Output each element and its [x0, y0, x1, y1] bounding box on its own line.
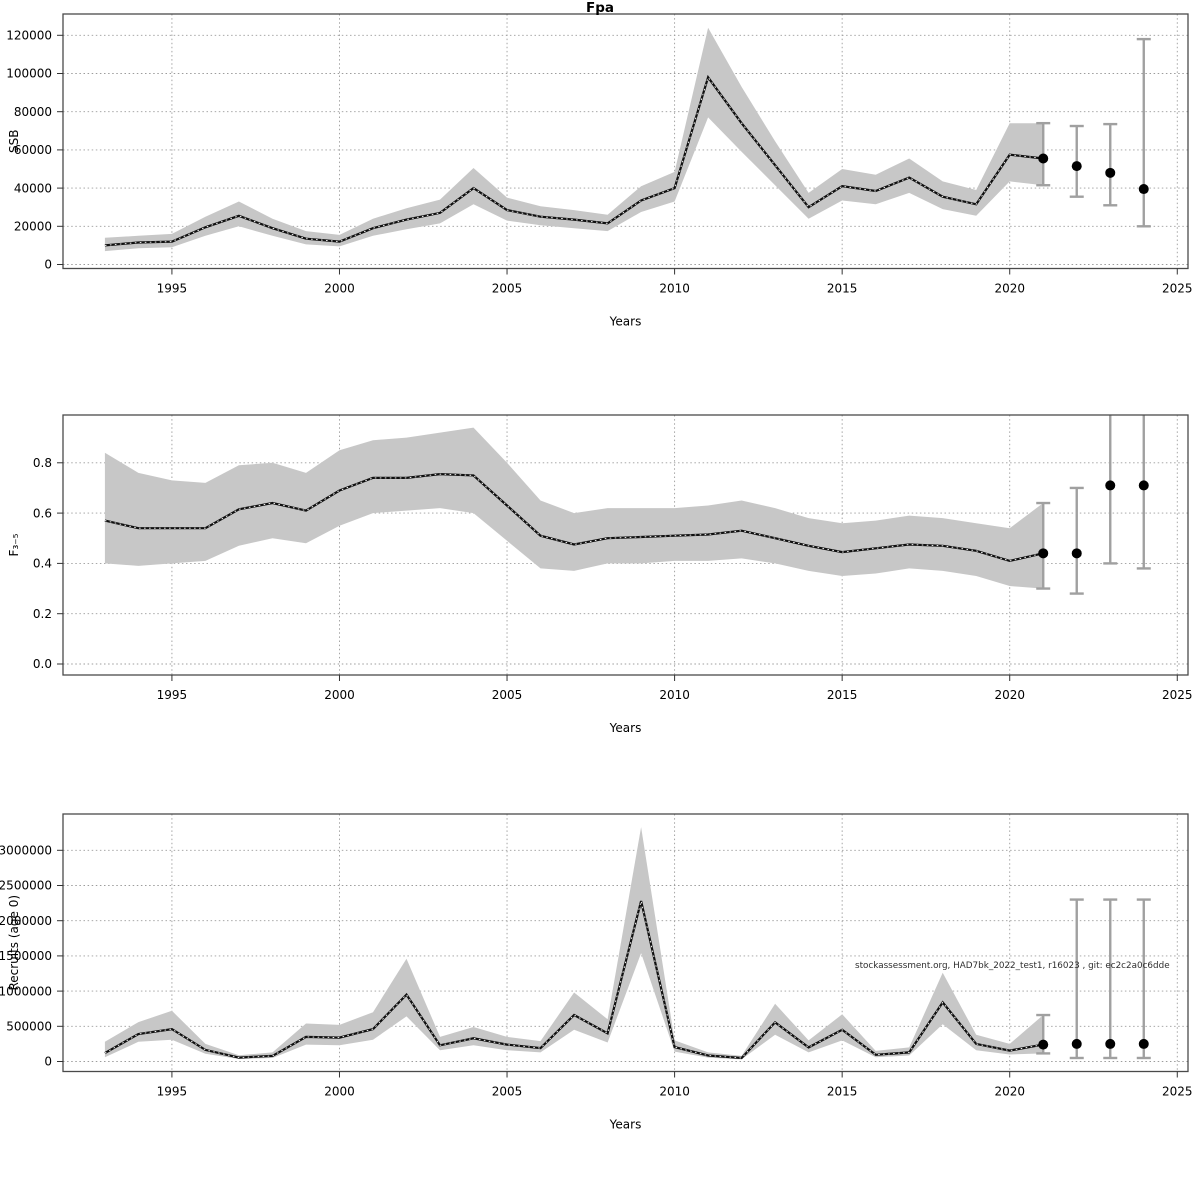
- fbar-ytick-label: 0.8: [33, 456, 52, 470]
- recruits-forecast-dot: [1071, 1038, 1082, 1049]
- ssb-ytick-label: 40000: [14, 181, 52, 195]
- recruits-forecast: [1036, 898, 1151, 1060]
- recruits-ci-ribbon: [104, 827, 1044, 1060]
- fbar-forecast: [1036, 415, 1151, 595]
- fbar-xtick-label: 2010: [659, 688, 690, 702]
- fbar-xtick-label: 2005: [492, 688, 523, 702]
- fbar-ytick-label: 0.4: [33, 557, 52, 571]
- recruits-ytick-label: 500000: [6, 1020, 52, 1034]
- recruits-frame: [62, 813, 1189, 1073]
- ssb-xtick-label: 2010: [659, 282, 690, 296]
- watermark-text: stockassessment.org, HAD7bk_2022_test1, …: [855, 961, 1170, 971]
- ssb-xtick-label: 2025: [1162, 282, 1193, 296]
- recruits-xtick-label: 2015: [827, 1085, 858, 1099]
- fbar-forecast-dot: [1138, 480, 1149, 491]
- ssb-ytick-label: 120000: [6, 28, 52, 42]
- recruits-ytick-label: 2000000: [0, 914, 52, 928]
- fbar-xtick-label: 2020: [994, 688, 1025, 702]
- fbar-xtick-label: 2000: [324, 688, 355, 702]
- recruits-xtick-label: 2025: [1162, 1085, 1193, 1099]
- fbar-forecast-dot: [1038, 548, 1049, 559]
- fbar-panel: 0.0 0.2 0.4 0.6 0.8 1995 2000 2005 2010 2015 2020 2…: [7, 414, 1193, 735]
- recruits-ytick-label: 1500000: [0, 949, 52, 963]
- ssb-ytick-label: 20000: [14, 219, 52, 233]
- fbar-forecast-dot: [1105, 480, 1116, 491]
- ssb-ytick-label: 80000: [14, 105, 52, 119]
- ssb-forecast: [1036, 37, 1151, 228]
- ssb-xtick-label: 2020: [994, 282, 1025, 296]
- fbar-ytick-label: 0.6: [33, 506, 52, 520]
- ssb-forecast-dot: [1138, 184, 1149, 195]
- recruits-xtick-label: 1995: [157, 1085, 188, 1099]
- fbar-y-axis-label: F₃₋₅: [7, 533, 21, 556]
- fbar-ytick-label: 0.2: [33, 607, 52, 621]
- ssb-median-line: [104, 74, 1044, 247]
- recruits-xtick-label: 2020: [994, 1085, 1025, 1099]
- ssb-y-axis-label: SSB: [7, 130, 21, 153]
- recruits-xtick-label: 2010: [659, 1085, 690, 1099]
- recruits-xtick-label: 2000: [324, 1085, 355, 1099]
- ssb-panel: 0 20000 40000 60000 80000 100000 120000 1995 200…: [6, 0, 1192, 329]
- fbar-median-line-dashes: [104, 473, 1044, 562]
- ssb-x-axis-label: Years: [609, 315, 642, 329]
- recruits-forecast-dot: [1038, 1039, 1049, 1050]
- recruits-y-axis-label: Recruits (age 0): [7, 895, 21, 991]
- ssb-ytick-label: 60000: [14, 143, 52, 157]
- ssb-ci-ribbon: [104, 27, 1044, 252]
- fbar-xtick-label: 1995: [157, 688, 188, 702]
- fbar-x-axis-label: Years: [609, 721, 642, 735]
- ssb-xtick-label: 2005: [492, 282, 523, 296]
- ssb-xtick-label: 1995: [157, 282, 188, 296]
- recruits-ytick-label: 2500000: [0, 879, 52, 893]
- fbar-frame: [62, 414, 1189, 676]
- recruits-forecast-dot: [1138, 1038, 1149, 1049]
- recruits-median-line: [104, 900, 1044, 1060]
- figure-title: Fpa: [586, 0, 614, 16]
- ssb-xtick-label: 2000: [324, 282, 355, 296]
- ssb-ytick-label: 100000: [6, 67, 52, 81]
- ssb-xtick-label: 2015: [827, 282, 858, 296]
- fbar-ci-ribbon: [104, 427, 1044, 589]
- recruits-xtick-label: 2005: [492, 1085, 523, 1099]
- ssb-frame: [62, 13, 1189, 270]
- ssb-ytick-label: 0: [44, 258, 52, 272]
- fbar-xtick-label: 2025: [1162, 688, 1193, 702]
- recruits-ytick-label: 1000000: [0, 984, 52, 998]
- recruits-forecast-dot: [1105, 1038, 1116, 1049]
- recruits-ytick-label: 3000000: [0, 843, 52, 857]
- ssb-forecast-dot: [1105, 167, 1116, 178]
- recruits-panel: stockassessment.org, HAD7bk_2022_test1, …: [0, 813, 1193, 1132]
- recruits-median-line-dashes: [104, 900, 1044, 1059]
- fbar-ytick-label: 0.0: [33, 657, 52, 671]
- recruits-ytick-label: 0: [44, 1055, 52, 1069]
- ssb-forecast-dot: [1071, 161, 1082, 172]
- ssb-forecast-dot: [1038, 153, 1049, 164]
- ssb-grid: [63, 14, 1188, 269]
- recruits-x-axis-label: Years: [609, 1118, 642, 1132]
- fbar-xtick-label: 2015: [827, 688, 858, 702]
- fbar-forecast-dot: [1071, 548, 1082, 559]
